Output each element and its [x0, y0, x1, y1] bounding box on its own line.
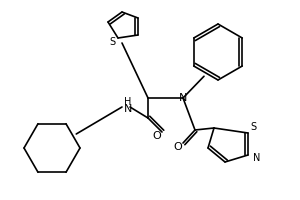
Text: S: S: [250, 122, 256, 132]
Text: O: O: [174, 142, 182, 152]
Text: N: N: [124, 104, 132, 114]
Text: S: S: [109, 37, 115, 47]
Text: H: H: [124, 97, 132, 107]
Text: O: O: [153, 131, 161, 141]
Text: N: N: [253, 153, 261, 163]
Text: N: N: [179, 93, 187, 103]
